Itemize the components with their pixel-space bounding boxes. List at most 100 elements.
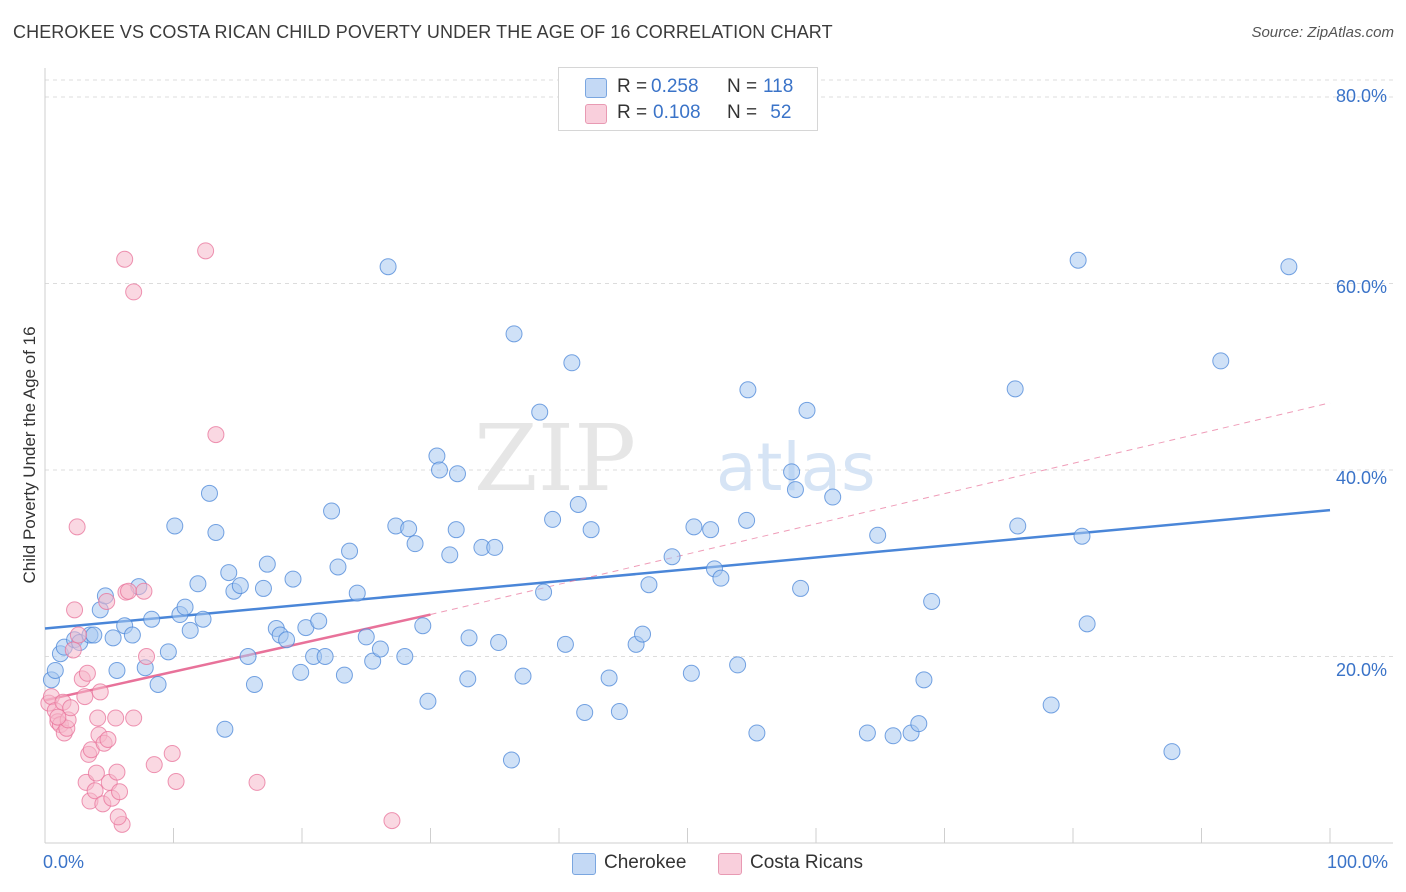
cherokee-point xyxy=(143,610,161,628)
x-tick-label-max: 100.0% xyxy=(1327,852,1389,872)
y-axis-label: Child Poverty Under the Age of 16 xyxy=(20,326,39,584)
correlation-legend: R = 0.258 N = 118 R = 0.108 N = 52 xyxy=(558,67,818,131)
cherokee-point xyxy=(284,570,302,588)
cherokee-point xyxy=(239,648,257,665)
cherokee-point xyxy=(792,579,810,597)
cherokee-point xyxy=(341,542,359,560)
cherokee-point xyxy=(923,592,941,610)
cherokee-point xyxy=(610,703,628,721)
cherokee-point xyxy=(544,510,562,528)
cherokee-point xyxy=(712,569,730,587)
data-points xyxy=(40,242,1298,833)
costa-rican-point xyxy=(62,699,80,717)
source-credit: Source: ZipAtlas.com xyxy=(1251,24,1394,41)
cherokee-point xyxy=(364,652,382,670)
bottom-legend-label-cherokee: Cherokee xyxy=(604,852,687,873)
cherokee-point xyxy=(738,511,756,529)
cherokee-point xyxy=(514,667,532,685)
cherokee-point xyxy=(490,634,508,652)
cherokee-point xyxy=(292,663,310,681)
costa-rican-point xyxy=(163,744,181,762)
cherokee-point xyxy=(108,661,126,679)
cherokee-point xyxy=(396,648,414,665)
cherokee-point xyxy=(104,629,122,647)
cherokee-point xyxy=(245,675,263,693)
legend-n-value: 52 xyxy=(765,102,792,123)
cherokee-point xyxy=(220,564,238,582)
cherokee-point xyxy=(189,575,207,593)
cherokee-point xyxy=(634,625,652,643)
cherokee-point xyxy=(448,465,466,483)
cherokee-point xyxy=(406,535,424,553)
cherokee-point xyxy=(428,447,446,465)
cherokee-point xyxy=(910,715,928,733)
cherokee-point xyxy=(685,518,703,536)
cherokee-point xyxy=(441,546,459,564)
costa-rican-point xyxy=(78,664,96,682)
cherokee-point xyxy=(600,669,618,687)
cherokee-point xyxy=(502,751,520,769)
cherokee-point xyxy=(576,703,594,721)
legend-r-value: 0.108 xyxy=(653,102,701,123)
costa-rican-point xyxy=(116,250,134,268)
costa-rican-point xyxy=(76,688,94,706)
cherokee-point xyxy=(563,354,581,372)
cherokee-point xyxy=(323,502,341,520)
cherokee-point xyxy=(682,664,700,682)
cherokee-point xyxy=(335,666,353,684)
cherokee-point xyxy=(379,258,397,276)
costa-rican-point xyxy=(125,283,143,301)
cherokee-point xyxy=(786,481,804,499)
costa-rican-point xyxy=(69,626,87,644)
cherokee-point xyxy=(1163,743,1181,761)
cherokee-point xyxy=(166,517,184,535)
costa-rican-point xyxy=(120,582,138,600)
legend-n-label: N = xyxy=(727,102,758,123)
cherokee-point xyxy=(569,496,587,514)
legend-n-value: 118 xyxy=(763,76,794,97)
legend-r-value: 0.258 xyxy=(651,76,699,97)
costa-rican-point xyxy=(111,783,129,801)
cherokee-point xyxy=(447,521,465,539)
cherokee-point xyxy=(231,577,249,595)
y-tick-label-60: 60.0% xyxy=(1336,277,1388,297)
cherokee-point xyxy=(258,555,276,573)
cherokee-point xyxy=(1069,251,1087,269)
costa-rican-point xyxy=(125,709,143,727)
costa-rican-point xyxy=(145,756,163,774)
x-tick-label-min: 0.0% xyxy=(43,852,85,872)
cherokee-point xyxy=(414,617,432,635)
costa-rican-point xyxy=(64,641,82,659)
cherokee-point xyxy=(884,727,902,745)
cherokee-point xyxy=(486,538,504,556)
costa-rican-point xyxy=(138,648,156,665)
cherokee-point xyxy=(783,463,801,481)
cherokee-point xyxy=(85,626,103,644)
cherokee-point xyxy=(531,403,549,421)
cherokee-point xyxy=(371,640,389,658)
cherokee-point xyxy=(640,576,658,594)
cherokee-point xyxy=(149,675,167,693)
cherokee-point xyxy=(459,670,477,688)
cherokee-point xyxy=(1280,258,1298,276)
cherokee-point xyxy=(915,671,933,689)
cherokee-point xyxy=(176,598,194,616)
cherokee-point xyxy=(254,579,272,597)
cherokee-point xyxy=(460,629,478,647)
costa-rican-point xyxy=(86,782,104,800)
cherokee-trend-line xyxy=(44,508,1331,630)
cherokee-point xyxy=(798,401,816,419)
cherokee-point xyxy=(123,626,141,644)
cherokee-point xyxy=(739,381,757,399)
cherokee-point xyxy=(46,661,64,679)
costa-rican-point xyxy=(383,812,401,830)
costa-rican-point xyxy=(167,772,185,790)
costa-rican-point xyxy=(98,592,116,610)
costa-rican-point xyxy=(49,708,67,726)
cherokee-point xyxy=(419,692,437,710)
costa-rican-point xyxy=(99,730,117,748)
cherokee-point xyxy=(869,526,887,544)
costa-rican-trend-extension xyxy=(430,402,1331,616)
cherokee-point xyxy=(430,461,448,479)
cherokee-point xyxy=(278,631,296,649)
